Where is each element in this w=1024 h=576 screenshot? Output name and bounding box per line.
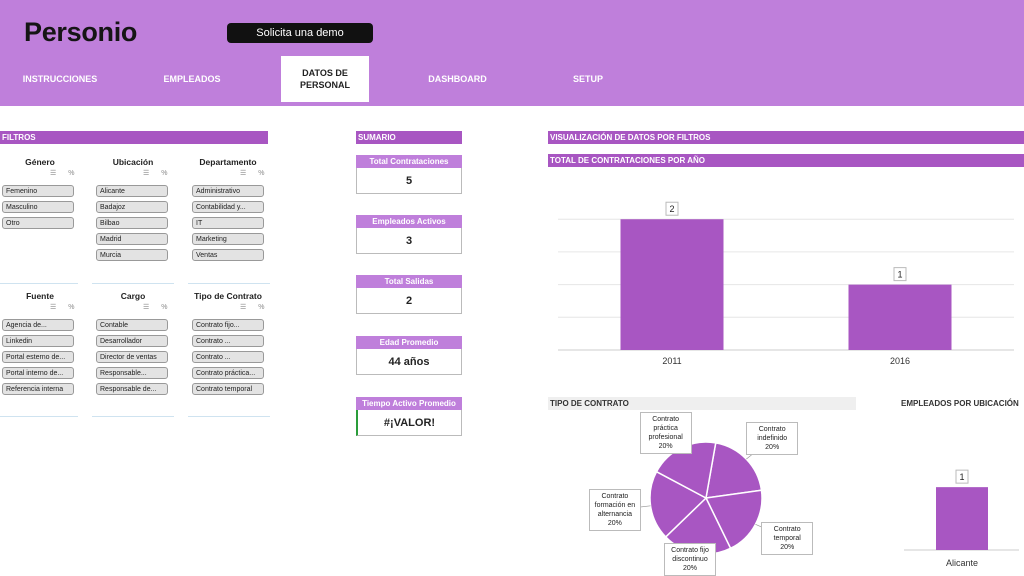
- contract-type-chart-title: TIPO DE CONTRATO: [548, 397, 856, 410]
- bar[interactable]: [936, 487, 988, 550]
- bar[interactable]: [620, 219, 724, 350]
- filter-divider: [0, 283, 78, 284]
- filter-chip[interactable]: Badajoz: [96, 201, 168, 213]
- filter-chip[interactable]: Responsable de...: [96, 383, 168, 395]
- filter-sort-icons[interactable]: ☰ %: [50, 170, 80, 177]
- filter-chip[interactable]: Contrato práctica...: [192, 367, 264, 379]
- pie-slice-label: Contrato práctica profesional 20%: [639, 412, 692, 454]
- filter-divider: [188, 416, 270, 417]
- pie-slice[interactable]: [705, 441, 763, 499]
- pie-slice-label: Contrato indefinido 20%: [746, 422, 799, 456]
- filter-chip[interactable]: Contable: [96, 319, 168, 331]
- tab-datos-de-personal[interactable]: DATOS DE PERSONAL: [281, 56, 369, 102]
- filter-chip[interactable]: Portal esterno de...: [2, 351, 74, 363]
- filter-chip[interactable]: Director de ventas: [96, 351, 168, 363]
- filter-title-tipo-contrato: Tipo de Contrato: [194, 291, 262, 301]
- summary-card-value: #¡VALOR!: [356, 410, 462, 436]
- summary-card-label: Tiempo Activo Promedio: [356, 397, 462, 410]
- summary-card-value: 3: [356, 228, 462, 254]
- summary-card-value: 2: [356, 288, 462, 314]
- tab-dashboard[interactable]: DASHBOARD: [428, 74, 487, 84]
- filter-chip[interactable]: Contrato ...: [192, 335, 264, 347]
- filter-divider: [0, 416, 78, 417]
- filter-chip[interactable]: Madrid: [96, 233, 168, 245]
- filter-sort-icons[interactable]: ☰ %: [143, 304, 173, 311]
- personio-logo[interactable]: Personio: [24, 17, 138, 47]
- top-header: Personio Solicita una demo INSTRUCCIONES…: [0, 0, 1024, 106]
- x-tick-label: Alicante: [946, 558, 978, 568]
- filter-chip[interactable]: Ventas: [192, 249, 264, 261]
- filter-chip[interactable]: Contrato ...: [192, 351, 264, 363]
- filter-divider: [92, 283, 174, 284]
- filter-title-ubicacion: Ubicación: [112, 157, 154, 167]
- filter-title-fuente: Fuente: [26, 291, 54, 301]
- tab-instrucciones[interactable]: INSTRUCCIONES: [22, 74, 98, 84]
- filter-chip[interactable]: Alicante: [96, 185, 168, 197]
- filter-chip[interactable]: Referencia interna: [2, 383, 74, 395]
- filter-chip[interactable]: IT: [192, 217, 264, 229]
- data-label: 2: [669, 204, 674, 214]
- employees-by-location-chart: 1 Alicante: [904, 469, 1019, 568]
- filter-chip[interactable]: Marketing: [192, 233, 264, 245]
- summary-card-label: Total Salidas: [356, 275, 462, 288]
- data-label: 1: [897, 270, 902, 280]
- filter-chip[interactable]: Contrato temporal: [192, 383, 264, 395]
- filter-sort-icons[interactable]: ☰ %: [50, 304, 80, 311]
- pie-slice-label: Contrato temporal 20%: [761, 522, 814, 556]
- filter-chip[interactable]: Portal interno de...: [2, 367, 74, 379]
- filter-sort-icons[interactable]: ☰ %: [240, 304, 270, 311]
- filter-divider: [188, 283, 270, 284]
- filter-chip[interactable]: Desarrollador: [96, 335, 168, 347]
- filter-chip[interactable]: Bilbao: [96, 217, 168, 229]
- visualization-section-title: VISUALIZACIÓN DE DATOS POR FILTROS: [548, 131, 1024, 144]
- pie-slice-label: Contrato fijo discontinuo 20%: [664, 543, 717, 576]
- filter-title-departamento: Departamento: [199, 157, 257, 167]
- summary-card-value: 44 años: [356, 349, 462, 375]
- x-tick-label: 2016: [890, 356, 910, 366]
- data-label-box: [893, 267, 907, 282]
- x-tick-label: 2011: [662, 356, 681, 366]
- data-label-box: [955, 469, 969, 484]
- hires-by-year-chart: 2 2011 1 2016: [558, 201, 1014, 366]
- filter-chip[interactable]: Contrato fijo...: [192, 319, 264, 331]
- summary-card-label: Edad Promedio: [356, 336, 462, 349]
- filter-title-genero: Género: [25, 157, 55, 167]
- data-label-box: [665, 201, 679, 216]
- summary-section-title: SUMARIO: [356, 131, 462, 144]
- filter-title-cargo: Cargo: [120, 291, 146, 301]
- filter-divider: [92, 416, 174, 417]
- filter-chip[interactable]: Otro: [2, 217, 74, 229]
- filter-chip[interactable]: Agencia de...: [2, 319, 74, 331]
- filter-chip[interactable]: Contabilidad y...: [192, 201, 264, 213]
- summary-card-value: 5: [356, 168, 462, 194]
- filter-chip[interactable]: Responsable...: [96, 367, 168, 379]
- pie-slice[interactable]: [704, 489, 763, 550]
- filters-section-title: FILTROS: [0, 131, 268, 144]
- bar[interactable]: [848, 284, 952, 350]
- summary-card-label: Empleados Activos: [356, 215, 462, 228]
- tab-setup[interactable]: SETUP: [572, 74, 603, 84]
- filter-chip[interactable]: Murcia: [96, 249, 168, 261]
- data-label: 1: [959, 472, 964, 482]
- filter-sort-icons[interactable]: ☰ %: [143, 170, 173, 177]
- hires-chart-title: TOTAL DE CONTRATACIONES POR AÑO: [548, 154, 1024, 167]
- request-demo-button[interactable]: Solicita una demo: [227, 23, 373, 43]
- filter-chip[interactable]: Masculino: [2, 201, 74, 213]
- filter-sort-icons[interactable]: ☰ %: [240, 170, 270, 177]
- location-chart-title: EMPLEADOS POR UBICACIÓN: [899, 397, 1024, 410]
- filter-chip[interactable]: Administrativo: [192, 185, 264, 197]
- pie-slice-label: Contrato formación en alternancia 20%: [588, 489, 641, 532]
- filter-chip[interactable]: Linkedin: [2, 335, 74, 347]
- tab-empleados[interactable]: EMPLEADOS: [163, 74, 221, 84]
- filter-chip[interactable]: Femenino: [2, 185, 74, 197]
- summary-card-label: Total Contrataciones: [356, 155, 462, 168]
